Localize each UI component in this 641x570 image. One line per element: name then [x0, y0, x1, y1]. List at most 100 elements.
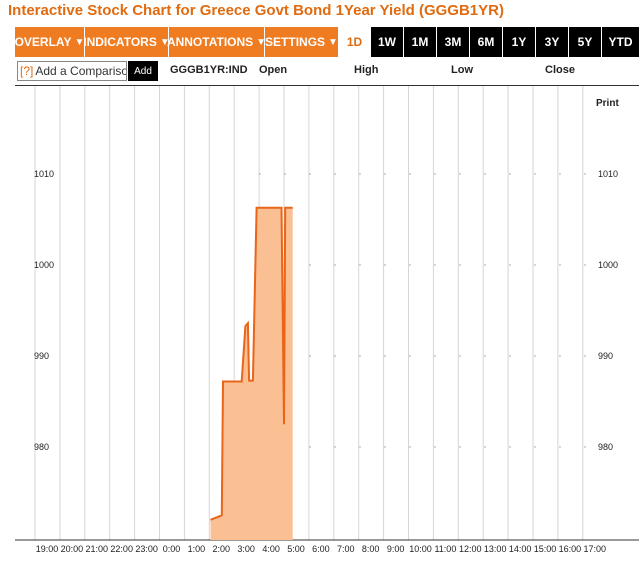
x-tick-label: 7:00 — [337, 544, 355, 554]
grid-dot — [534, 173, 536, 175]
range-1w-button[interactable]: 1W — [371, 27, 404, 57]
open-label: Open — [259, 64, 288, 76]
range-1y-button[interactable]: 1Y — [503, 27, 536, 57]
x-tick-label: 21:00 — [86, 544, 109, 554]
indicators-menu-button[interactable]: INDICATORS ▼ — [83, 27, 170, 57]
grid-dot — [559, 355, 561, 357]
grid-dot — [334, 355, 336, 357]
grid-dot — [309, 355, 311, 357]
grid-dot — [509, 264, 511, 266]
settings-menu-label: SETTINGS — [265, 35, 326, 49]
chevron-down-icon: ▼ — [328, 36, 338, 48]
grid-dot — [459, 355, 461, 357]
range-6m-button[interactable]: 6M — [470, 27, 503, 57]
compare-placeholder: Add a Comparison — [35, 64, 127, 78]
y-tick-label-left: 990 — [34, 351, 49, 361]
grid-dot — [434, 355, 436, 357]
grid-dot — [384, 173, 386, 175]
settings-menu-button[interactable]: SETTINGS ▼ — [265, 27, 339, 57]
grid-dot — [584, 355, 586, 357]
y-tick-label-left: 980 — [34, 442, 49, 452]
range-5y-button[interactable]: 5Y — [569, 27, 602, 57]
x-tick-label: 5:00 — [287, 544, 305, 554]
print-link[interactable]: Print — [596, 98, 619, 109]
range-ytd-button[interactable]: YTD — [602, 27, 639, 57]
range-3y-button[interactable]: 3Y — [536, 27, 569, 57]
x-tick-label: 11:00 — [434, 544, 456, 554]
range-1d-button[interactable]: 1D — [339, 27, 371, 57]
x-tick-label: 12:00 — [459, 544, 482, 554]
grid-dot — [559, 173, 561, 175]
grid-dot — [309, 173, 311, 175]
grid-dot — [409, 355, 411, 357]
grid-dot — [359, 173, 361, 175]
grid-dot — [309, 446, 311, 448]
grid-dot — [484, 446, 486, 448]
grid-dot — [384, 446, 386, 448]
x-tick-label: 17:00 — [584, 544, 607, 554]
x-tick-label: 19:00 — [36, 544, 59, 554]
grid-dot — [534, 355, 536, 357]
x-tick-label: 15:00 — [534, 544, 557, 554]
grid-dot — [434, 264, 436, 266]
annotations-menu-label: ANNOTATIONS — [166, 35, 254, 49]
overlay-menu-label: OVERLAY — [14, 35, 72, 49]
compare-input[interactable]: [?] Add a Comparison — [17, 61, 127, 81]
annotations-menu-button[interactable]: ANNOTATIONS ▼ — [166, 27, 267, 57]
x-tick-label: 8:00 — [362, 544, 380, 554]
x-tick-label: 9:00 — [387, 544, 405, 554]
grid-dot — [359, 446, 361, 448]
grid-dot — [584, 446, 586, 448]
x-tick-label: 1:00 — [188, 544, 206, 554]
x-axis-labels: 19:00 20:00 21:00 22:00 23:00 0:00 1:00 2:00 3:0… — [36, 544, 606, 554]
x-tick-label: 2:00 — [213, 544, 231, 554]
add-comparison-button[interactable]: Add — [128, 61, 158, 81]
x-tick-label: 22:00 — [110, 544, 133, 554]
x-tick-label: 14:00 — [509, 544, 532, 554]
grid-dot — [534, 446, 536, 448]
grid-dot — [484, 355, 486, 357]
y-axis-labels: 1010 1010 1000 1000 990 990 980 980 — [34, 169, 618, 452]
horizontal-gridlines — [259, 173, 586, 448]
grid-dot — [384, 264, 386, 266]
price-area — [210, 206, 293, 540]
grid-dot — [509, 355, 511, 357]
grid-dot — [584, 173, 586, 175]
chevron-down-icon: ▼ — [256, 36, 267, 48]
x-tick-label: 23:00 — [135, 544, 158, 554]
help-icon[interactable]: [?] — [20, 64, 34, 78]
x-tick-label: 20:00 — [61, 544, 84, 554]
grid-dot — [559, 264, 561, 266]
grid-dot — [484, 264, 486, 266]
grid-dot — [359, 264, 361, 266]
price-area-fill — [210, 207, 293, 540]
range-1m-button[interactable]: 1M — [404, 27, 437, 57]
x-tick-label: 4:00 — [262, 544, 280, 554]
x-tick-label: 3:00 — [237, 544, 255, 554]
x-tick-label: 0:00 — [163, 544, 181, 554]
grid-dot — [284, 173, 286, 175]
grid-dot — [334, 173, 336, 175]
header-divider — [15, 85, 639, 86]
grid-dot — [309, 264, 311, 266]
grid-dot — [559, 446, 561, 448]
chevron-down-icon: ▼ — [159, 36, 170, 48]
x-tick-label: 13:00 — [484, 544, 507, 554]
low-label: Low — [451, 64, 473, 76]
grid-dot — [409, 446, 411, 448]
range-3m-button[interactable]: 3M — [437, 27, 470, 57]
x-tick-label: 16:00 — [559, 544, 582, 554]
grid-dot — [459, 173, 461, 175]
grid-dot — [334, 264, 336, 266]
y-tick-label-left: 1010 — [34, 169, 54, 179]
grid-dot — [359, 355, 361, 357]
grid-dot — [384, 355, 386, 357]
vertical-gridlines — [15, 86, 639, 541]
y-tick-label-right: 980 — [598, 442, 613, 452]
overlay-menu-button[interactable]: OVERLAY ▼ — [15, 27, 85, 57]
page-title: Interactive Stock Chart for Greece Govt … — [8, 2, 504, 19]
y-tick-label-right: 1000 — [598, 260, 618, 270]
grid-dot — [334, 446, 336, 448]
grid-dot — [509, 173, 511, 175]
